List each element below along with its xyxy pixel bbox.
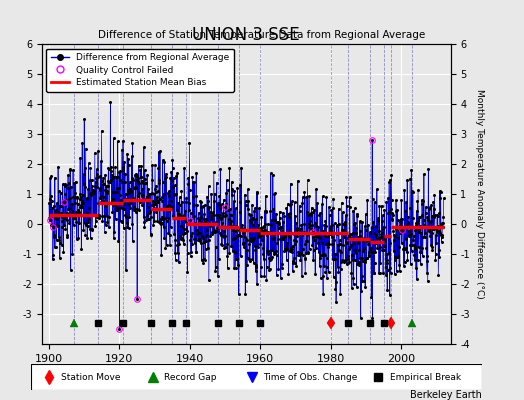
Legend: Difference from Regional Average, Quality Control Failed, Estimated Station Mean: Difference from Regional Average, Qualit… (47, 48, 234, 92)
Text: Difference of Station Temperature Data from Regional Average: Difference of Station Temperature Data f… (99, 30, 425, 40)
Text: Station Move: Station Move (61, 372, 120, 382)
Text: Time of Obs. Change: Time of Obs. Change (264, 372, 358, 382)
Text: Empirical Break: Empirical Break (390, 372, 461, 382)
Text: Berkeley Earth: Berkeley Earth (410, 390, 482, 400)
Y-axis label: Monthly Temperature Anomaly Difference (°C): Monthly Temperature Anomaly Difference (… (475, 89, 484, 299)
FancyBboxPatch shape (31, 364, 482, 390)
Title: UNION 3 SSE: UNION 3 SSE (192, 26, 300, 44)
Text: Record Gap: Record Gap (165, 372, 217, 382)
